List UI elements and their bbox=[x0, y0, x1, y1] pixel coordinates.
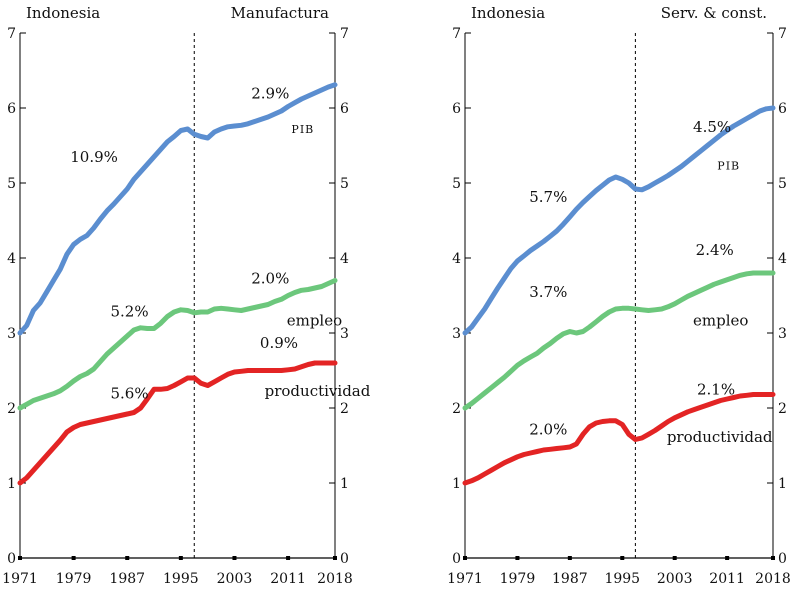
y-tick-label-right: 7 bbox=[778, 26, 787, 42]
x-tick-label: 1979 bbox=[500, 571, 536, 587]
annotation-label: 2.1% bbox=[697, 381, 735, 399]
y-tick-label-right: 3 bbox=[340, 326, 349, 342]
x-tick bbox=[620, 556, 625, 560]
y-tick-label-right: 7 bbox=[340, 26, 349, 42]
annotation-label: empleo bbox=[287, 312, 342, 330]
annotation-label: 2.0% bbox=[251, 270, 289, 288]
y-tick-label-right: 2 bbox=[778, 401, 787, 417]
y-tick-label-right: 4 bbox=[340, 251, 349, 267]
series-line-empleo bbox=[462, 270, 776, 411]
y-tick-label-right: 0 bbox=[778, 551, 787, 567]
y-tick-label-left: 6 bbox=[452, 101, 461, 117]
y-tick-label-right: 4 bbox=[778, 251, 787, 267]
panel-header-country: Indonesia bbox=[471, 4, 545, 22]
annotation-label: productividad bbox=[667, 428, 773, 446]
annotation-label: 2.0% bbox=[529, 420, 567, 438]
y-tick-label-left: 7 bbox=[452, 26, 461, 42]
annotation-label: 5.6% bbox=[110, 384, 148, 402]
x-tick-label: 1987 bbox=[552, 571, 588, 587]
annotation-label: 2.4% bbox=[696, 241, 734, 259]
x-tick bbox=[18, 556, 22, 560]
panel-serv-const: Indonesia Serv. & const. 0 0 1 1 2 2 3 3 4 4 5 5 6 6 7 7 1… bbox=[447, 4, 791, 587]
x-tick bbox=[771, 556, 775, 560]
series-line-empleo bbox=[17, 278, 338, 411]
series-line-productividad bbox=[17, 360, 338, 486]
y-tick-label-left: 0 bbox=[452, 551, 461, 567]
x-tick-label: 1979 bbox=[56, 571, 92, 587]
annotation-label: 5.7% bbox=[529, 188, 567, 206]
x-tick-label: 2011 bbox=[270, 571, 306, 587]
y-tick-label-left: 2 bbox=[452, 401, 461, 417]
x-tick-label: 2003 bbox=[217, 571, 253, 587]
series-line-pib bbox=[17, 82, 338, 336]
panel-header-country: Indonesia bbox=[26, 4, 100, 22]
y-tick-label-right: 1 bbox=[340, 476, 349, 492]
x-tick-label: 2018 bbox=[755, 571, 791, 587]
y-tick-label-left: 4 bbox=[7, 251, 16, 267]
x-tick-label: 1971 bbox=[447, 571, 483, 587]
annotation-label: PIB bbox=[717, 160, 740, 173]
x-tick bbox=[725, 556, 730, 560]
y-tick-label-right: 1 bbox=[778, 476, 787, 492]
y-tick-label-left: 1 bbox=[452, 476, 461, 492]
annotation-label: 3.7% bbox=[529, 283, 567, 301]
panel-header-sector: Manufactura bbox=[231, 4, 329, 22]
y-tick-label-right: 6 bbox=[778, 101, 787, 117]
x-tick-label: 1971 bbox=[2, 571, 38, 587]
y-tick-label-right: 5 bbox=[778, 176, 787, 192]
y-tick-label-left: 7 bbox=[7, 26, 16, 42]
y-tick-label-right: 5 bbox=[340, 176, 349, 192]
x-tick bbox=[463, 556, 467, 560]
y-tick-label-left: 6 bbox=[7, 101, 16, 117]
annotation-label: 0.9% bbox=[260, 334, 298, 352]
annotation-label: 4.5% bbox=[693, 118, 731, 136]
y-tick-label-right: 3 bbox=[778, 326, 787, 342]
annotation-label: empleo bbox=[693, 312, 748, 330]
x-tick-label: 1995 bbox=[163, 571, 199, 587]
series-line-pib bbox=[462, 105, 776, 336]
annotation-label: PIB bbox=[291, 123, 314, 136]
x-tick bbox=[286, 556, 291, 560]
x-tick-label: 1987 bbox=[109, 571, 145, 587]
y-tick-label-left: 0 bbox=[7, 551, 16, 567]
y-tick-label-right: 6 bbox=[340, 101, 349, 117]
y-tick-label-left: 4 bbox=[452, 251, 461, 267]
x-tick bbox=[672, 556, 677, 560]
panel-manufactura: Indonesia Manufactura 0 0 1 1 2 2 3 3 4 4 5 5 6 6 7 7 1971… bbox=[2, 4, 371, 587]
x-tick bbox=[71, 556, 76, 560]
annotation-label: 2.9% bbox=[251, 84, 289, 102]
y-tick-label-left: 5 bbox=[7, 176, 16, 192]
y-tick-label-left: 2 bbox=[7, 401, 16, 417]
x-tick bbox=[333, 556, 337, 560]
x-tick-label: 2011 bbox=[709, 571, 745, 587]
y-tick-label-right: 0 bbox=[340, 551, 349, 567]
x-tick bbox=[567, 556, 572, 560]
y-tick-label-left: 5 bbox=[452, 176, 461, 192]
annotation-label: productividad bbox=[265, 382, 371, 400]
y-tick-label-left: 3 bbox=[7, 326, 16, 342]
y-tick-label-right: 2 bbox=[340, 401, 349, 417]
x-tick-label: 2003 bbox=[657, 571, 693, 587]
panel-header-sector: Serv. & const. bbox=[661, 4, 767, 22]
series-line-productividad bbox=[462, 392, 776, 486]
x-tick bbox=[232, 556, 237, 560]
x-tick-label: 1995 bbox=[604, 571, 640, 587]
x-tick bbox=[178, 556, 183, 560]
y-tick-label-left: 3 bbox=[452, 326, 461, 342]
annotation-label: 5.2% bbox=[110, 303, 148, 321]
x-tick-label: 2018 bbox=[317, 571, 353, 587]
annotation-label: 10.9% bbox=[70, 148, 118, 166]
x-tick bbox=[125, 556, 130, 560]
y-tick-label-left: 1 bbox=[7, 476, 16, 492]
x-tick bbox=[515, 556, 520, 560]
